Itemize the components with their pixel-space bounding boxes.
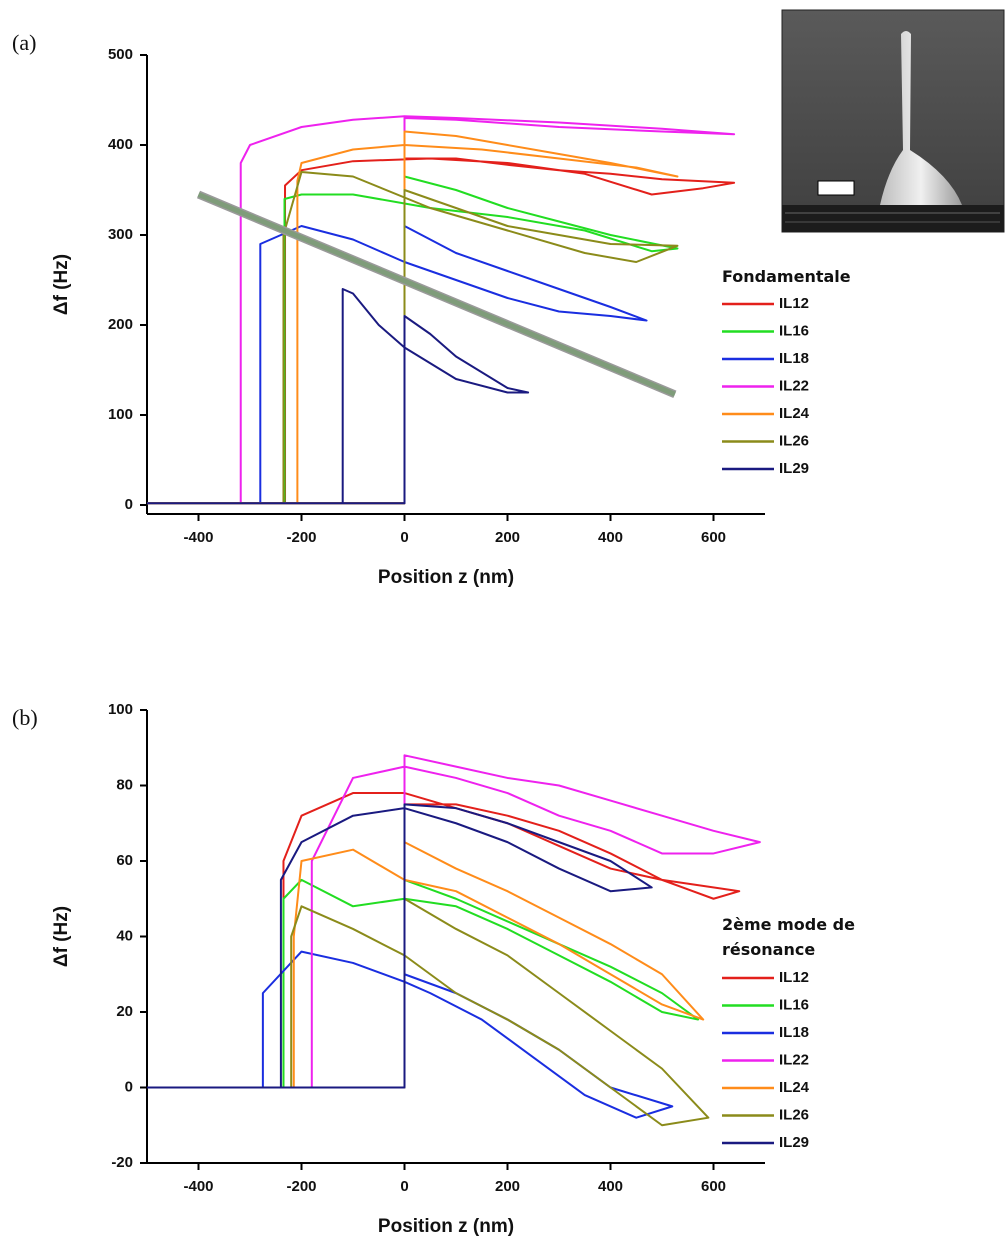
series-line	[147, 878, 700, 1089]
series-line	[147, 115, 736, 505]
y-tick-label: 80	[116, 776, 133, 793]
legend-title: Fondamentale	[722, 267, 851, 286]
y-axis-label: Δf (Hz)	[51, 906, 72, 967]
x-tick-label: 0	[400, 1178, 408, 1195]
legend-label: IL29	[779, 1134, 809, 1151]
y-tick-label: 100	[108, 701, 133, 718]
series-line	[147, 754, 761, 1089]
x-tick-label: 200	[495, 1178, 520, 1195]
y-tick-label: 200	[108, 316, 133, 333]
x-tick-label: 600	[701, 1178, 726, 1195]
annotation-line	[197, 192, 676, 397]
series-line	[147, 130, 679, 505]
series-line	[147, 157, 736, 505]
series-line	[147, 225, 648, 505]
inset-image	[781, 9, 1005, 233]
legend-label: IL24	[779, 405, 810, 422]
legend-label: IL22	[779, 1051, 809, 1068]
x-tick-label: -200	[286, 529, 316, 546]
y-tick-label: 20	[116, 1003, 133, 1020]
legend-label: IL16	[779, 996, 809, 1013]
legend-label: IL24	[779, 1079, 810, 1096]
legend-label: IL22	[779, 377, 809, 394]
y-tick-label: 100	[108, 406, 133, 423]
legend-label: IL26	[779, 432, 809, 449]
legend-label: IL18	[779, 1024, 809, 1041]
legend-label: IL12	[779, 295, 809, 312]
legend-label: IL18	[779, 350, 809, 367]
y-tick-label: 40	[116, 927, 133, 944]
y-tick-label: 300	[108, 226, 133, 243]
x-tick-label: 600	[701, 529, 726, 546]
x-tick-label: 200	[495, 529, 520, 546]
series-line	[147, 897, 710, 1127]
series-line	[147, 288, 530, 505]
series-line	[147, 803, 653, 1089]
y-axis-label: Δf (Hz)	[51, 254, 72, 315]
x-axis-label: Position z (nm)	[378, 1216, 514, 1237]
x-tick-label: -200	[286, 1178, 316, 1195]
y-tick-label: 500	[108, 46, 133, 63]
x-tick-label: 0	[400, 529, 408, 546]
legend-label: IL29	[779, 460, 809, 477]
legend-title: 2ème mode de résonance	[722, 915, 855, 959]
series-line	[147, 171, 679, 505]
x-tick-label: 400	[598, 1178, 623, 1195]
series-line	[147, 841, 705, 1089]
y-tick-label: 400	[108, 136, 133, 153]
x-axis-label: Position z (nm)	[378, 567, 514, 588]
x-tick-label: 400	[598, 529, 623, 546]
series-line	[147, 792, 741, 1089]
series-line	[147, 175, 679, 505]
series-line	[147, 950, 674, 1119]
panel-label: (a)	[12, 30, 36, 55]
y-tick-label: 0	[125, 496, 133, 513]
legend-label: IL12	[779, 969, 809, 986]
legend-label: IL16	[779, 322, 809, 339]
y-tick-label: 0	[125, 1078, 133, 1095]
legend-label: IL26	[779, 1106, 809, 1123]
y-tick-label: -20	[111, 1154, 133, 1171]
panel-label: (b)	[12, 705, 38, 730]
y-tick-label: 60	[116, 852, 133, 869]
x-tick-label: -400	[183, 1178, 213, 1195]
x-tick-label: -400	[183, 529, 213, 546]
